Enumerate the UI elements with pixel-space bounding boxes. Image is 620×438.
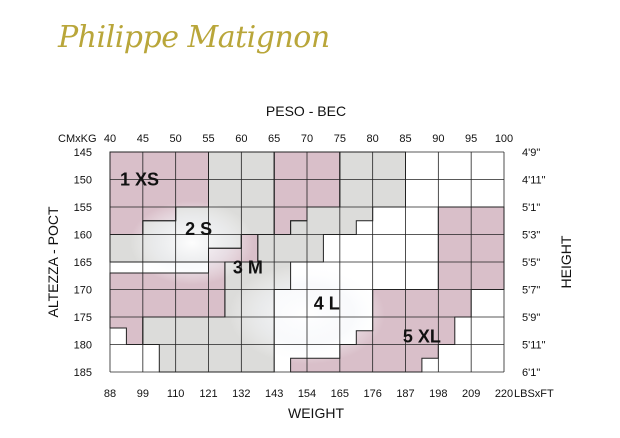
left-tick-label: 150 (74, 175, 92, 187)
bottom-axis-unit: LBSxFT (514, 388, 554, 400)
bottom-tick-label: 176 (363, 388, 381, 400)
bottom-tick-label: 88 (104, 388, 116, 400)
right-axis-title: HEIGHT (558, 235, 574, 288)
region-highlight-1 (130, 200, 255, 285)
bottom-tick-label: 132 (232, 388, 250, 400)
bottom-tick-label: 220 (495, 388, 513, 400)
right-tick-label: 4'11" (522, 175, 546, 187)
top-tick-label: 50 (170, 133, 182, 145)
left-tick-label: 160 (74, 230, 92, 242)
size-outline-4-l (142, 151, 406, 373)
size-label-4-l: 4 L (314, 293, 340, 313)
right-tick-label: 5'7" (522, 285, 540, 297)
right-tick-label: 4'9" (522, 147, 540, 159)
bottom-tick-label: 187 (396, 388, 414, 400)
top-tick-label: 40 (104, 133, 116, 145)
top-tick-label: 85 (399, 133, 411, 145)
top-tick-label: 55 (202, 133, 214, 145)
size-region-1-xs (110, 152, 209, 235)
right-tick-label: 5'5" (522, 257, 540, 269)
bottom-tick-label: 143 (265, 388, 283, 400)
size-region-3-m (110, 152, 340, 345)
right-tick-label: 5'11" (522, 340, 546, 352)
top-tick-label: 90 (432, 133, 444, 145)
top-axis-unit: CMxKG (58, 133, 97, 145)
size-label-1-xs: 1 XS (120, 170, 159, 190)
left-tick-label: 165 (74, 257, 92, 269)
bottom-tick-label: 154 (298, 388, 316, 400)
top-tick-label: 45 (137, 133, 149, 145)
bottom-tick-label: 121 (199, 388, 217, 400)
top-tick-label: 75 (334, 133, 346, 145)
bottom-tick-label: 110 (167, 388, 185, 400)
top-tick-label: 60 (235, 133, 247, 145)
left-tick-label: 175 (74, 312, 92, 324)
brand-logo: Philippe Matignon (58, 20, 330, 55)
bottom-axis-title: WEIGHT (288, 405, 344, 421)
left-tick-label: 170 (74, 285, 92, 297)
top-tick-label: 95 (465, 133, 477, 145)
size-label-2-s: 2 S (185, 219, 212, 239)
right-tick-label: 5'1" (522, 202, 540, 214)
left-axis-title: ALTEZZA - POCT (45, 206, 61, 317)
left-tick-label: 185 (74, 367, 92, 379)
right-tick-label: 5'9" (522, 312, 540, 324)
bottom-tick-label: 198 (429, 388, 447, 400)
top-tick-label: 100 (495, 133, 513, 145)
size-label-5-xl: 5 XL (403, 326, 441, 346)
left-tick-label: 155 (74, 202, 92, 214)
top-axis-title: PESO - BEC (266, 103, 346, 119)
bottom-tick-label: 165 (331, 388, 349, 400)
bottom-tick-label: 99 (137, 388, 149, 400)
size-outline-5-xl (290, 206, 505, 373)
left-tick-label: 180 (74, 340, 92, 352)
top-tick-label: 70 (301, 133, 313, 145)
size-label-3-m: 3 M (233, 258, 263, 278)
right-tick-label: 5'3" (522, 230, 540, 242)
left-tick-label: 145 (74, 147, 92, 159)
top-tick-label: 80 (367, 133, 379, 145)
bottom-tick-label: 209 (462, 388, 480, 400)
top-tick-label: 65 (268, 133, 280, 145)
right-tick-label: 6'1" (522, 367, 540, 379)
